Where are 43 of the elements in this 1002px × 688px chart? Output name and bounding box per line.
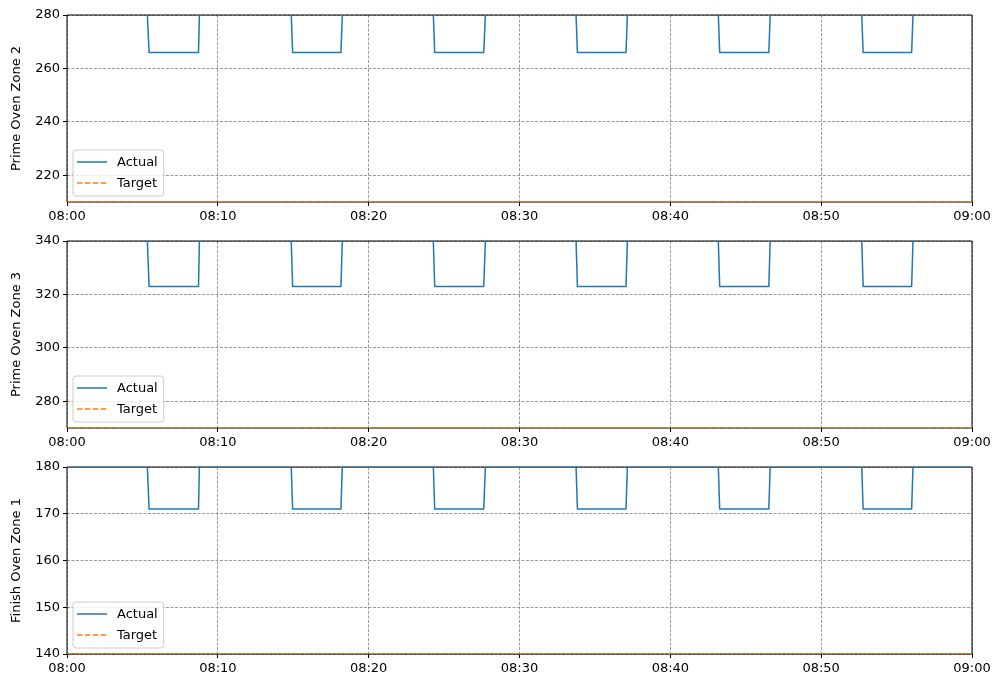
legend-label: Target [116, 627, 158, 643]
x-tick-label: 08:40 [651, 660, 690, 676]
legend-label: Actual [117, 606, 158, 622]
legend-label: Target [116, 401, 158, 417]
x-tick-label: 08:20 [349, 660, 388, 676]
x-tick-label: 08:10 [199, 660, 237, 676]
x-tick-label: 09:00 [953, 660, 991, 676]
y-tick-label: 260 [35, 59, 60, 75]
y-tick-label: 280 [35, 392, 60, 408]
x-tick-label: 08:40 [651, 208, 690, 224]
legend-label: Target [116, 175, 158, 191]
x-tick-label: 08:30 [500, 434, 539, 450]
y-tick-label: 140 [35, 645, 60, 661]
y-tick-label: 300 [35, 339, 60, 355]
x-tick-label: 09:00 [953, 434, 991, 450]
x-tick-label: 08:50 [802, 434, 840, 450]
legend-label: Actual [117, 380, 158, 396]
y-axis-title: Finish Oven Zone 1 [8, 498, 24, 623]
y-tick-label: 170 [35, 505, 60, 521]
x-tick-label: 08:00 [48, 434, 86, 450]
x-tick-label: 08:10 [199, 434, 237, 450]
y-tick-label: 320 [35, 285, 60, 301]
y-axis-title: Prime Oven Zone 2 [8, 45, 24, 172]
x-tick-label: 08:50 [802, 208, 840, 224]
y-tick-label: 150 [35, 598, 60, 614]
y-tick-label: 280 [35, 6, 60, 22]
x-tick-label: 08:20 [349, 434, 388, 450]
x-tick-label: 08:10 [199, 208, 237, 224]
x-tick-label: 08:40 [651, 434, 690, 450]
y-tick-label: 240 [35, 113, 60, 129]
y-tick-label: 220 [35, 166, 60, 182]
legend-label: Actual [117, 154, 158, 170]
y-tick-label: 340 [35, 232, 60, 248]
x-tick-label: 08:30 [500, 208, 539, 224]
y-tick-label: 160 [35, 551, 60, 567]
y-axis-title: Prime Oven Zone 3 [8, 271, 24, 398]
x-tick-label: 08:00 [48, 208, 86, 224]
x-tick-label: 08:20 [349, 208, 388, 224]
x-tick-label: 08:30 [500, 660, 539, 676]
x-tick-label: 09:00 [953, 208, 991, 224]
y-tick-label: 180 [35, 458, 60, 474]
x-tick-label: 08:50 [802, 660, 840, 676]
x-tick-label: 08:00 [48, 660, 86, 676]
